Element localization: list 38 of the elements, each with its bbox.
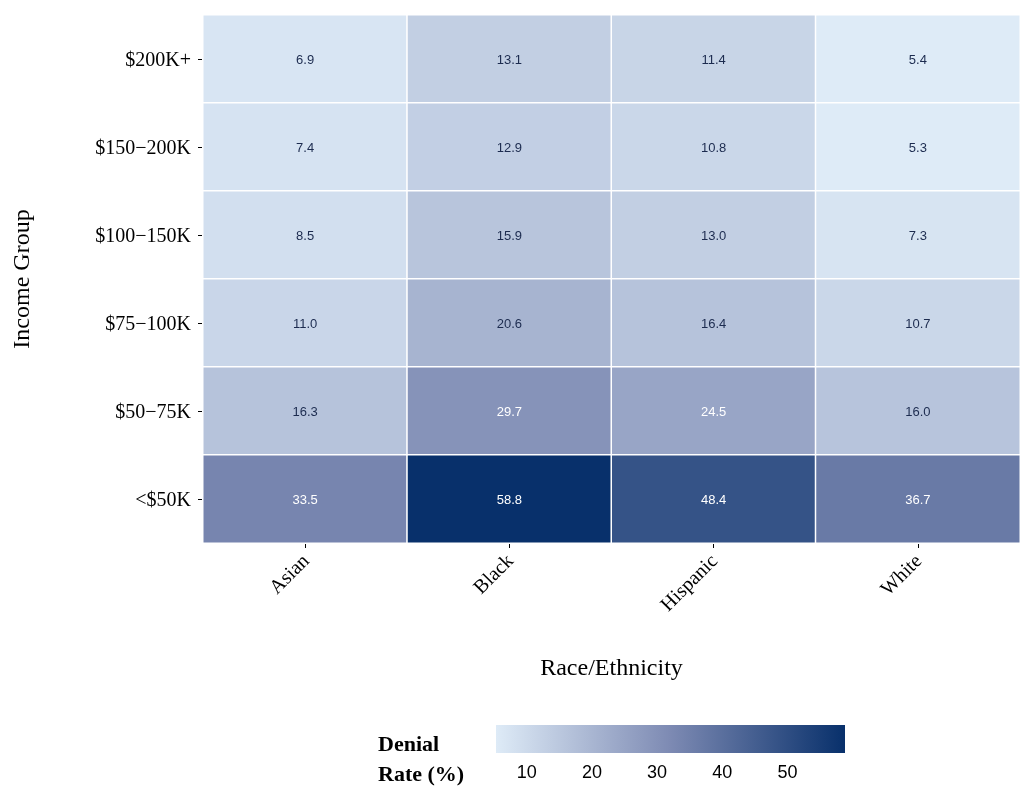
data-label: 8.5 bbox=[296, 227, 315, 243]
data-label: 16.0 bbox=[905, 403, 931, 419]
data-label: 7.4 bbox=[296, 139, 315, 155]
data-label: 10.7 bbox=[905, 315, 931, 331]
data-label: 29.7 bbox=[496, 403, 523, 419]
data-label: 10.8 bbox=[700, 139, 727, 155]
data-label: 5.4 bbox=[908, 51, 927, 67]
data-label: 13.0 bbox=[700, 227, 727, 243]
data-label: 58.8 bbox=[496, 491, 523, 507]
y-tick-label: <$50K bbox=[135, 488, 192, 510]
y-tick-label: $150−200K bbox=[95, 136, 192, 158]
data-label: 11.4 bbox=[701, 51, 726, 67]
y-tick-label: $75−100K bbox=[105, 312, 192, 334]
color-bar-title: Denial Rate (%) bbox=[378, 730, 465, 786]
color-bar-label: 20 bbox=[581, 762, 602, 782]
data-label: 20.6 bbox=[496, 315, 523, 331]
y-tick-label: $200K+ bbox=[125, 48, 191, 70]
color-bar-label: 10 bbox=[516, 762, 537, 782]
data-label: 16.4 bbox=[700, 315, 727, 331]
data-label: 33.5 bbox=[292, 491, 318, 507]
y-axis-title: Income Group bbox=[8, 209, 34, 349]
color-bar-label: 50 bbox=[777, 762, 798, 782]
data-label: 5.3 bbox=[908, 139, 927, 155]
x-axis-title: Race/Ethnicity bbox=[540, 654, 683, 680]
data-label: 7.3 bbox=[908, 227, 927, 243]
data-label: 15.9 bbox=[496, 227, 523, 243]
data-label: 13.1 bbox=[496, 51, 523, 67]
y-tick-label: $50−75K bbox=[115, 400, 192, 422]
data-label: 12.9 bbox=[496, 139, 523, 155]
data-label: 6.9 bbox=[296, 51, 315, 67]
data-label: 16.3 bbox=[292, 403, 318, 419]
y-tick-label: $100−150K bbox=[95, 224, 192, 246]
color-bar-label: 40 bbox=[712, 762, 733, 782]
data-label: 24.5 bbox=[700, 403, 727, 419]
color-bar-label: 30 bbox=[647, 762, 668, 782]
data-label: 36.7 bbox=[905, 491, 931, 507]
data-label: 11.0 bbox=[292, 315, 318, 331]
data-label: 48.4 bbox=[700, 491, 727, 507]
